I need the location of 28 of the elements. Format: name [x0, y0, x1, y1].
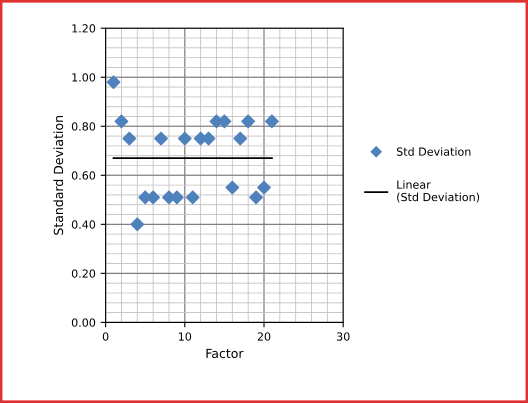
y-tick-label: 0.00 — [72, 318, 96, 327]
point — [154, 132, 168, 146]
x-tick-label: 0 — [102, 332, 108, 341]
y-tick-label: 1.20 — [72, 24, 96, 33]
point — [106, 75, 120, 90]
x-tick-label: 20 — [258, 332, 270, 341]
x-axis-title: Factor — [206, 348, 244, 358]
point — [122, 132, 136, 146]
y-tick-label: 0.80 — [72, 122, 96, 131]
y-tick-label: 0.20 — [72, 269, 96, 278]
point — [225, 180, 240, 194]
y-axis-title: Standard Deviation — [53, 116, 64, 235]
point — [241, 114, 256, 128]
x-tick-label: 30 — [336, 332, 350, 341]
point — [114, 114, 128, 128]
y-tick-label: 1.00 — [72, 73, 96, 82]
legend-label: Std Deviation — [396, 147, 470, 156]
point — [257, 180, 271, 194]
point — [178, 132, 192, 146]
y-tick-label: 0.40 — [72, 220, 96, 229]
point — [265, 114, 279, 128]
point — [249, 190, 263, 204]
legend-label: Linear (Std Deviation) — [397, 180, 480, 203]
point — [186, 190, 200, 204]
y-tick-label: 0.60 — [72, 171, 96, 180]
x-tick-label: 10 — [178, 332, 192, 341]
point — [233, 132, 248, 146]
point — [130, 217, 144, 232]
